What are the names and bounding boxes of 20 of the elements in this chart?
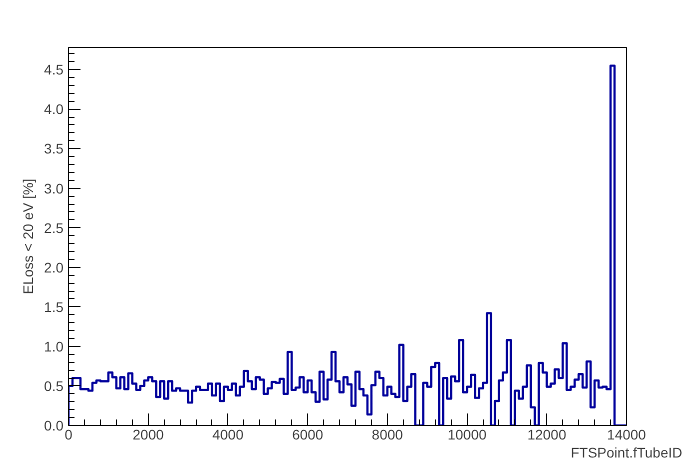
x-tick-label: 4000 — [212, 426, 244, 442]
y-tick-label: 0.0 — [44, 418, 64, 434]
x-axis-title: FTSPoint.fTubeID — [570, 444, 682, 460]
y-tick-label: 4.5 — [44, 62, 64, 78]
y-tick-label: 2.0 — [44, 259, 64, 276]
y-tick-label: 1.0 — [44, 338, 64, 354]
y-tick-label: 1.5 — [44, 298, 64, 315]
x-tick-label: 6000 — [292, 426, 324, 442]
y-tick-label: 3.5 — [44, 140, 64, 157]
y-tick-label: 4.0 — [44, 101, 64, 118]
y-axis-title: ELoss < 20 eV [%] — [20, 178, 36, 294]
x-tick-label: 0 — [64, 426, 73, 442]
x-tick-label: 12000 — [527, 426, 566, 442]
x-tick-label: 10000 — [448, 426, 487, 442]
x-tick-label: 14000 — [607, 426, 646, 442]
y-tick-label: 3.0 — [44, 180, 64, 196]
x-tick-label: 2000 — [132, 426, 164, 442]
x-tick-label: 8000 — [372, 426, 404, 442]
y-tick-label: 2.5 — [44, 220, 64, 236]
y-tick-label: 0.5 — [44, 378, 64, 394]
